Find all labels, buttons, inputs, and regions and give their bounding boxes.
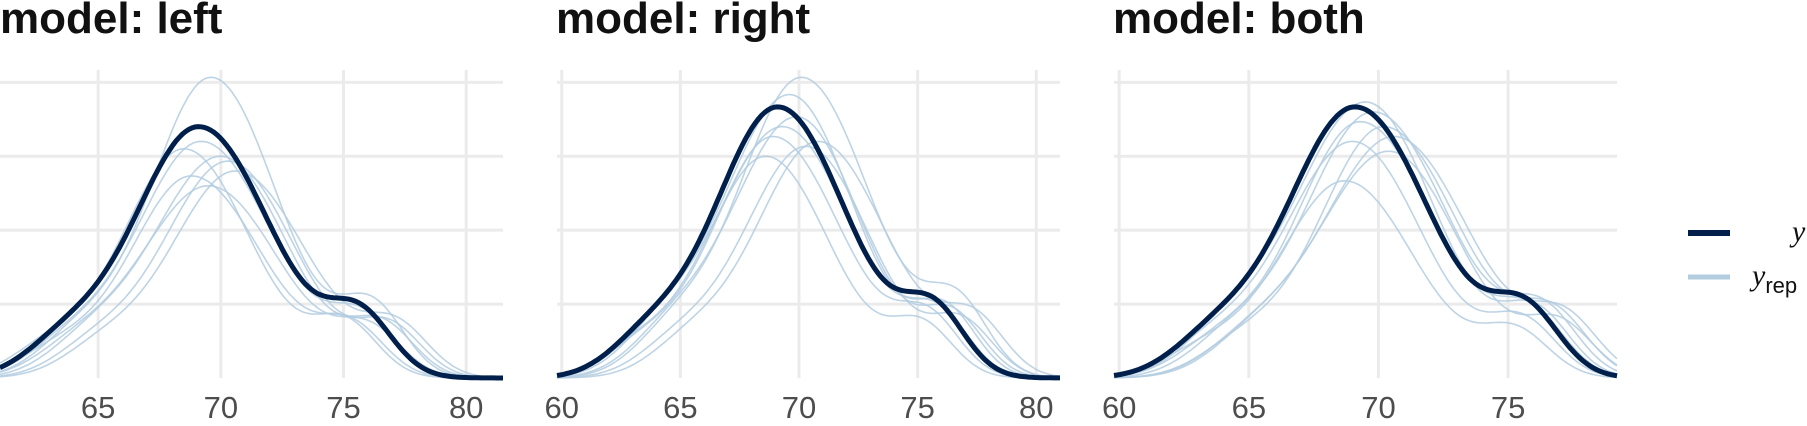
x-tick-label: 70 <box>782 390 816 425</box>
yrep-density-line <box>556 155 1060 379</box>
yrep-density-line <box>556 115 1061 379</box>
x-tick-label: 80 <box>1019 390 1053 425</box>
x-tick-label: 65 <box>663 390 697 425</box>
panel-title-left: model: left <box>0 0 223 43</box>
yrep-density-line <box>556 135 1061 379</box>
panel-0: 65 70 75 80 <box>0 70 504 425</box>
yrep-density-line <box>0 160 504 379</box>
yrep-density-line <box>556 76 1061 379</box>
x-tick-label: 75 <box>900 390 934 425</box>
x-tick-label: 60 <box>545 390 579 425</box>
yrep-density-line <box>0 170 504 379</box>
yrep-density-line <box>0 185 504 379</box>
yrep-density-line <box>556 140 1061 379</box>
y-density-line <box>0 124 503 381</box>
yrep-density-line <box>0 155 503 379</box>
x-tick-label: 75 <box>326 390 360 425</box>
yrep-density-line <box>1113 111 1618 378</box>
yrep-density-line <box>556 145 1061 379</box>
yrep-density-line <box>1113 140 1618 378</box>
x-tick-label: 70 <box>204 390 238 425</box>
panel-2: 60 65 70 75 <box>1102 70 1618 425</box>
x-tick-label: 65 <box>1232 390 1266 425</box>
legend-label-0: y <box>1789 215 1806 248</box>
panel-title-right: model: right <box>556 0 811 43</box>
x-tick-label: 75 <box>1491 390 1525 425</box>
x-tick-label: 70 <box>1361 390 1395 425</box>
y-density-line <box>556 104 1060 381</box>
legend: y yrep <box>1688 215 1806 298</box>
yrep-density-line <box>0 175 503 379</box>
yrep-density-line <box>1113 150 1618 379</box>
yrep-density-line <box>0 76 503 379</box>
legend-label-1: yrep <box>1749 259 1797 298</box>
panel-1: 60 65 70 75 80 <box>545 70 1061 425</box>
panel-title-both: model: both <box>1113 0 1365 43</box>
x-tick-label: 80 <box>449 390 483 425</box>
yrep-density-line <box>1113 179 1618 379</box>
yrep-density-line <box>556 93 1060 379</box>
y-density-line <box>1113 104 1618 379</box>
x-tick-label: 65 <box>81 390 115 425</box>
x-tick-label: 60 <box>1102 390 1136 425</box>
